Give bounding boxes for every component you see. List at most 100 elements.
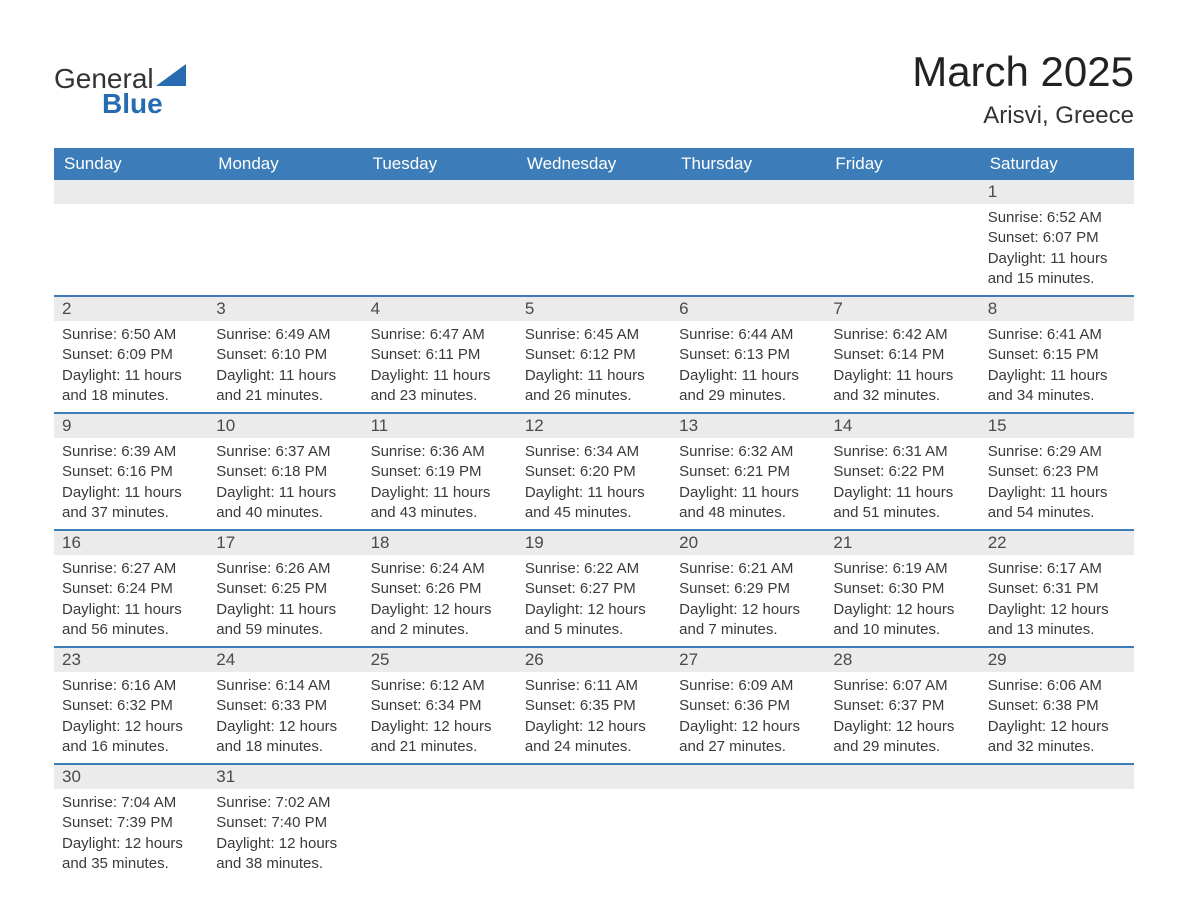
sunrise-text: Sunrise: 6:11 AM	[525, 676, 663, 696]
day-number: 13	[671, 414, 825, 438]
sunrise-text: Sunrise: 6:26 AM	[216, 559, 354, 579]
weekday-fri: Friday	[825, 148, 979, 180]
sunset-text: Sunset: 6:25 PM	[216, 579, 354, 599]
calendar-day	[517, 180, 671, 295]
day-number: 21	[825, 531, 979, 555]
day-content: Sunrise: 6:31 AMSunset: 6:22 PMDaylight:…	[825, 438, 979, 529]
calendar-week: 9Sunrise: 6:39 AMSunset: 6:16 PMDaylight…	[54, 414, 1134, 531]
sunrise-text: Sunrise: 6:24 AM	[371, 559, 509, 579]
daylight-text: Daylight: 11 hours and 37 minutes.	[62, 483, 200, 524]
weekday-mon: Monday	[208, 148, 362, 180]
sunrise-text: Sunrise: 7:04 AM	[62, 793, 200, 813]
sunrise-text: Sunrise: 6:32 AM	[679, 442, 817, 462]
sunrise-text: Sunrise: 6:14 AM	[216, 676, 354, 696]
sunset-text: Sunset: 6:16 PM	[62, 462, 200, 482]
sunset-text: Sunset: 6:35 PM	[525, 696, 663, 716]
daylight-text: Daylight: 12 hours and 21 minutes.	[371, 717, 509, 758]
day-content: Sunrise: 6:39 AMSunset: 6:16 PMDaylight:…	[54, 438, 208, 529]
day-number: 16	[54, 531, 208, 555]
logo-line2: Blue	[102, 91, 186, 116]
calendar-day: 7Sunrise: 6:42 AMSunset: 6:14 PMDaylight…	[825, 297, 979, 412]
day-number: 20	[671, 531, 825, 555]
sunrise-text: Sunrise: 6:45 AM	[525, 325, 663, 345]
daylight-text: Daylight: 11 hours and 23 minutes.	[371, 366, 509, 407]
day-content: Sunrise: 6:16 AMSunset: 6:32 PMDaylight:…	[54, 672, 208, 763]
daylight-text: Daylight: 12 hours and 5 minutes.	[525, 600, 663, 641]
sunset-text: Sunset: 6:27 PM	[525, 579, 663, 599]
day-content: Sunrise: 6:36 AMSunset: 6:19 PMDaylight:…	[363, 438, 517, 529]
sunset-text: Sunset: 6:20 PM	[525, 462, 663, 482]
day-content: Sunrise: 6:47 AMSunset: 6:11 PMDaylight:…	[363, 321, 517, 412]
calendar-day: 11Sunrise: 6:36 AMSunset: 6:19 PMDayligh…	[363, 414, 517, 529]
calendar-day	[825, 765, 979, 880]
calendar-day: 19 Sunrise: 6:22 AMSunset: 6:27 PMDayligh…	[517, 531, 671, 646]
day-number: 4	[363, 297, 517, 321]
sunset-text: Sunset: 6:29 PM	[679, 579, 817, 599]
day-number	[54, 180, 208, 204]
day-number	[363, 765, 517, 789]
sunrise-text: Sunrise: 6:22 AM	[525, 559, 663, 579]
day-number: 19	[517, 531, 671, 555]
calendar-day: 30Sunrise: 7:04 AMSunset: 7:39 PMDayligh…	[54, 765, 208, 880]
weekday-header: Sunday Monday Tuesday Wednesday Thursday…	[54, 148, 1134, 180]
sunset-text: Sunset: 6:31 PM	[988, 579, 1126, 599]
sunrise-text: Sunrise: 6:17 AM	[988, 559, 1126, 579]
daylight-text: Daylight: 11 hours and 21 minutes.	[216, 366, 354, 407]
sunset-text: Sunset: 6:18 PM	[216, 462, 354, 482]
sunrise-text: Sunrise: 6:31 AM	[833, 442, 971, 462]
daylight-text: Daylight: 12 hours and 32 minutes.	[988, 717, 1126, 758]
calendar-day: 25Sunrise: 6:12 AMSunset: 6:34 PMDayligh…	[363, 648, 517, 763]
calendar-day: 3Sunrise: 6:49 AMSunset: 6:10 PMDaylight…	[208, 297, 362, 412]
day-content: Sunrise: 6:29 AMSunset: 6:23 PMDaylight:…	[980, 438, 1134, 529]
calendar-day: 29Sunrise: 6:06 AMSunset: 6:38 PMDayligh…	[980, 648, 1134, 763]
title-block: March 2025 Arisvi, Greece	[912, 48, 1134, 130]
sunset-text: Sunset: 6:36 PM	[679, 696, 817, 716]
day-number: 11	[363, 414, 517, 438]
day-content: Sunrise: 6:19 AMSunset: 6:30 PMDaylight:…	[825, 555, 979, 646]
day-number: 15	[980, 414, 1134, 438]
sunset-text: Sunset: 6:21 PM	[679, 462, 817, 482]
logo-triangle-icon	[156, 64, 186, 91]
calendar-day	[671, 180, 825, 295]
daylight-text: Daylight: 12 hours and 24 minutes.	[525, 717, 663, 758]
calendar-day: 8Sunrise: 6:41 AMSunset: 6:15 PMDaylight…	[980, 297, 1134, 412]
sunset-text: Sunset: 6:15 PM	[988, 345, 1126, 365]
weekday-wed: Wednesday	[517, 148, 671, 180]
daylight-text: Daylight: 11 hours and 29 minutes.	[679, 366, 817, 407]
day-content: Sunrise: 6:41 AMSunset: 6:15 PMDaylight:…	[980, 321, 1134, 412]
day-number: 1	[980, 180, 1134, 204]
sunrise-text: Sunrise: 7:02 AM	[216, 793, 354, 813]
daylight-text: Daylight: 12 hours and 2 minutes.	[371, 600, 509, 641]
calendar-day: 28Sunrise: 6:07 AMSunset: 6:37 PMDayligh…	[825, 648, 979, 763]
sunset-text: Sunset: 6:10 PM	[216, 345, 354, 365]
sunset-text: Sunset: 6:12 PM	[525, 345, 663, 365]
calendar-day: 13Sunrise: 6:32 AMSunset: 6:21 PMDayligh…	[671, 414, 825, 529]
day-number: 31	[208, 765, 362, 789]
day-content: Sunrise: 6:42 AMSunset: 6:14 PMDaylight:…	[825, 321, 979, 412]
sunset-text: Sunset: 6:37 PM	[833, 696, 971, 716]
calendar-week: 16Sunrise: 6:27 AMSunset: 6:24 PMDayligh…	[54, 531, 1134, 648]
calendar-day: 21Sunrise: 6:19 AMSunset: 6:30 PMDayligh…	[825, 531, 979, 646]
day-content: Sunrise: 6:32 AMSunset: 6:21 PMDaylight:…	[671, 438, 825, 529]
day-content: Sunrise: 6:12 AMSunset: 6:34 PMDaylight:…	[363, 672, 517, 763]
calendar-week: 1Sunrise: 6:52 AMSunset: 6:07 PMDaylight…	[54, 180, 1134, 297]
day-number	[208, 180, 362, 204]
daylight-text: Daylight: 12 hours and 18 minutes.	[216, 717, 354, 758]
sunrise-text: Sunrise: 6:41 AM	[988, 325, 1126, 345]
daylight-text: Daylight: 11 hours and 54 minutes.	[988, 483, 1126, 524]
day-number	[671, 180, 825, 204]
day-number: 10	[208, 414, 362, 438]
sunrise-text: Sunrise: 6:21 AM	[679, 559, 817, 579]
calendar-day: 26Sunrise: 6:11 AMSunset: 6:35 PMDayligh…	[517, 648, 671, 763]
location: Arisvi, Greece	[912, 102, 1134, 130]
calendar-day: 17Sunrise: 6:26 AMSunset: 6:25 PMDayligh…	[208, 531, 362, 646]
day-number: 14	[825, 414, 979, 438]
daylight-text: Daylight: 11 hours and 32 minutes.	[833, 366, 971, 407]
day-number: 27	[671, 648, 825, 672]
day-number: 17	[208, 531, 362, 555]
daylight-text: Daylight: 11 hours and 48 minutes.	[679, 483, 817, 524]
sunset-text: Sunset: 6:11 PM	[371, 345, 509, 365]
sunset-text: Sunset: 6:34 PM	[371, 696, 509, 716]
calendar-day: 16Sunrise: 6:27 AMSunset: 6:24 PMDayligh…	[54, 531, 208, 646]
calendar-day	[825, 180, 979, 295]
